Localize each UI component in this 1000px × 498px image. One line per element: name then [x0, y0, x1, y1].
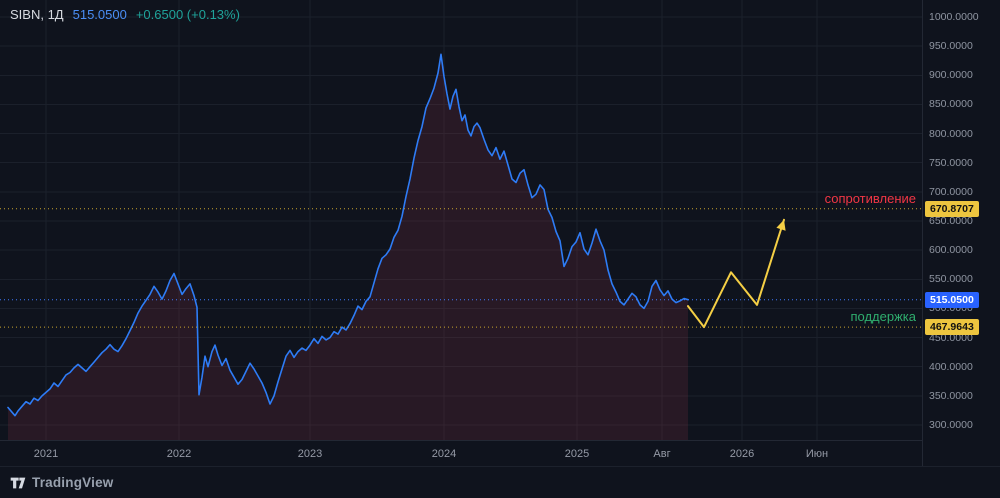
bottom-toolbar: TradingView	[0, 466, 1000, 498]
price-chart-canvas[interactable]	[0, 0, 1000, 440]
time-axis-label[interactable]: Авг	[653, 448, 671, 460]
forecast-arrow-drawing[interactable]	[687, 218, 785, 329]
price-tick-label: 550.0000	[929, 273, 973, 286]
time-axis-label[interactable]: 2024	[431, 448, 457, 460]
price-axis[interactable]: 1000.0000 950.0000 900.0000 850.0000 800.000…	[922, 0, 1000, 466]
current-price-badge: 515.0500	[925, 291, 979, 308]
symbol-title[interactable]: SIBN, 1Д	[10, 7, 64, 22]
tradingview-logo-icon	[10, 477, 26, 488]
chart-pane[interactable]: сопротивление поддержка SIBN, 1Д 515.0500…	[0, 0, 1000, 440]
last-price-value: 515.0500	[72, 7, 127, 22]
time-axis-label[interactable]: 2025	[564, 448, 590, 460]
forecast-arrowhead[interactable]	[776, 219, 786, 231]
price-tick-label: 950.0000	[929, 40, 973, 53]
watermark-text: TradingView	[32, 475, 114, 490]
tradingview-logo[interactable]: TradingView	[10, 475, 113, 491]
resistance-price-badge: 670.8707	[925, 200, 979, 217]
time-axis-label[interactable]: Июн	[805, 448, 829, 460]
price-tick-label: 700.0000	[929, 185, 973, 198]
time-axis-label[interactable]: 2022	[166, 448, 192, 460]
time-axis-label[interactable]: 2021	[33, 448, 59, 460]
price-line-series[interactable]	[7, 53, 689, 417]
price-tick-label: 650.0000	[929, 215, 973, 227]
price-tick-label: 750.0000	[929, 156, 973, 169]
time-axis-label[interactable]: 2026	[729, 448, 755, 460]
price-tick-label: 350.0000	[929, 389, 973, 402]
price-tick-label: 850.0000	[929, 98, 973, 111]
price-tick-label: 1000.0000	[929, 11, 979, 23]
price-change-value: +0.6500 (+0.13%)	[135, 7, 240, 22]
series-area-fill	[8, 54, 688, 440]
time-axis-label[interactable]: 2023	[297, 448, 323, 460]
price-tick-label: 400.0000	[929, 360, 973, 373]
chart-legend: SIBN, 1Д 515.0500 +0.6500 (+0.13%)	[10, 7, 240, 22]
price-tick-label: 600.0000	[929, 244, 973, 257]
time-axis[interactable]: 2021 2022 2023 2024 2025 Авг 2026 Июн	[0, 440, 922, 467]
support-price-badge: 467.9643	[925, 319, 979, 336]
price-tick-label: 300.0000	[929, 419, 973, 431]
price-tick-label: 900.0000	[929, 69, 973, 82]
price-tick-label: 800.0000	[929, 127, 973, 140]
